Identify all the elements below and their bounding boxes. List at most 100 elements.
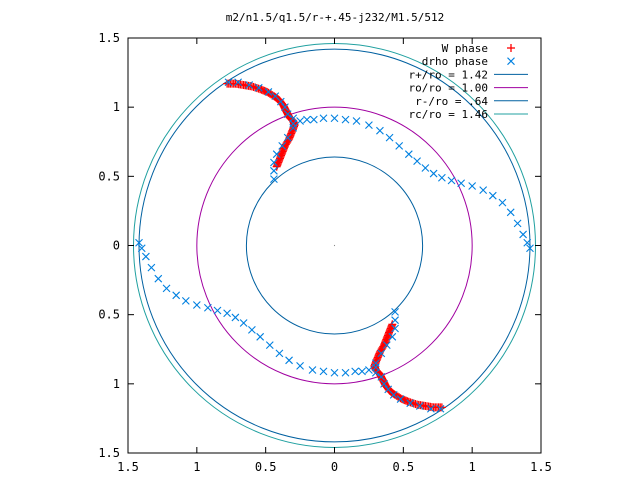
x-marker-b [377, 349, 386, 358]
x-marker-b [162, 284, 171, 293]
x-marker [270, 158, 278, 167]
x-marker-b [254, 83, 263, 92]
data-points [135, 78, 534, 413]
x-marker [142, 252, 150, 261]
x-marker [296, 361, 304, 370]
circle-r-ro-64 [245, 156, 424, 335]
x-marker-b [507, 57, 515, 66]
x-marker-b [426, 404, 435, 413]
x-marker [468, 182, 477, 190]
x-marker [391, 308, 399, 316]
x-marker [421, 164, 430, 172]
x-tick-label: 1 [469, 460, 476, 474]
x-marker-b [319, 367, 328, 376]
legend-label: rc/ro = 1.46 [409, 108, 488, 121]
x-marker-b [447, 176, 456, 185]
x-marker [506, 208, 515, 217]
x-marker-b [506, 208, 515, 217]
y-tick-label: 1 [113, 100, 120, 114]
x-marker-b [270, 158, 278, 167]
x-marker [376, 126, 384, 135]
x-marker [415, 402, 424, 410]
x-marker [330, 114, 339, 123]
x-marker [351, 367, 360, 376]
x-marker [154, 274, 163, 283]
x-marker-b [351, 367, 360, 376]
x-marker [341, 368, 350, 377]
x-marker [479, 186, 488, 195]
x-marker-b [498, 198, 507, 207]
x-marker-b [270, 175, 278, 183]
x-marker-b [377, 373, 386, 381]
x-marker [382, 341, 391, 349]
x-marker [203, 303, 212, 312]
legend-label: W phase [442, 42, 488, 55]
x-marker-b [365, 121, 373, 130]
x-marker-b [289, 114, 298, 123]
y-tick-label: 1 [113, 377, 120, 391]
x-marker-b [154, 274, 163, 283]
x-marker-b [275, 349, 284, 358]
x-marker-b [523, 238, 532, 247]
x-marker [319, 367, 328, 376]
x-marker-b [283, 133, 292, 142]
x-marker-b [265, 341, 274, 349]
series-drho-phase [135, 78, 534, 413]
x-marker [231, 313, 240, 322]
x-marker-b [289, 119, 298, 128]
x-marker [406, 399, 415, 408]
x-marker-b [437, 173, 446, 182]
x-marker-b [389, 391, 398, 399]
x-marker-b [413, 157, 421, 166]
x-marker [380, 379, 388, 388]
x-marker [289, 114, 298, 123]
x-marker [147, 263, 156, 272]
x-marker [281, 103, 289, 112]
x-marker [135, 238, 143, 247]
x-marker [488, 191, 497, 200]
x-marker [223, 309, 232, 318]
x-marker-b [436, 404, 445, 413]
x-marker-b [231, 313, 240, 322]
x-marker-b [406, 399, 415, 408]
x-marker [283, 133, 292, 142]
plus-marker [507, 44, 515, 52]
x-marker-b [309, 115, 318, 124]
x-marker-b [181, 296, 190, 305]
x-marker-b [213, 306, 222, 315]
x-marker [137, 244, 146, 253]
x-marker-b [371, 363, 380, 372]
x-marker [309, 115, 318, 124]
x-marker [308, 366, 317, 374]
x-marker [523, 238, 532, 247]
x-marker [270, 166, 278, 175]
x-marker-b [341, 115, 350, 124]
x-marker [245, 81, 254, 89]
x-marker [391, 316, 399, 325]
x-tick-label: 1 [193, 460, 200, 474]
x-marker [296, 117, 304, 125]
x-marker [426, 404, 435, 413]
x-tick-label: 1.5 [530, 460, 552, 474]
x-marker-b [308, 366, 317, 374]
x-marker-b [296, 117, 304, 125]
plus-marker [388, 320, 397, 329]
x-marker [192, 301, 201, 309]
x-marker [365, 366, 373, 374]
x-marker-b [388, 332, 397, 341]
x-marker [181, 296, 190, 305]
x-marker [239, 319, 248, 327]
x-marker [388, 332, 397, 341]
x-marker-b [172, 291, 181, 300]
x-marker-b [415, 402, 424, 410]
x-marker [371, 368, 380, 377]
x-marker [224, 78, 233, 87]
x-marker [413, 157, 421, 166]
x-marker-b [380, 379, 388, 388]
x-marker-b [203, 303, 212, 312]
x-marker-b [223, 309, 232, 318]
x-marker-b [395, 142, 404, 150]
y-tick-label: 1.5 [98, 446, 120, 460]
x-marker-b [142, 252, 150, 261]
